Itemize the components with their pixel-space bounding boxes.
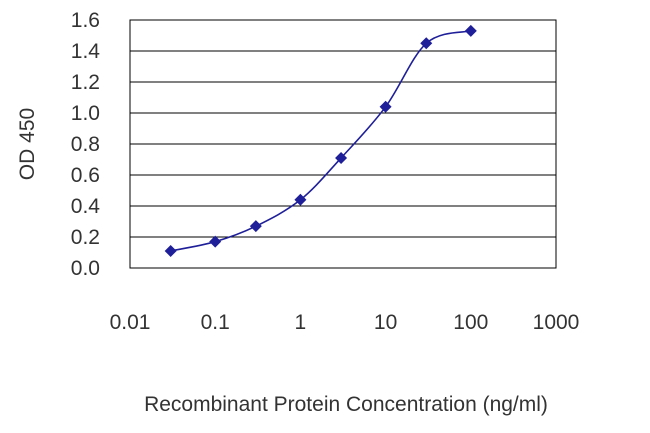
data-point-marker — [335, 151, 348, 164]
data-point-marker — [294, 193, 307, 206]
y-axis-title: OD 450 — [16, 108, 39, 180]
data-point-marker — [379, 100, 392, 113]
y-tick-label: 0.4 — [71, 195, 101, 218]
x-axis-title: Recombinant Protein Concentration (ng/ml… — [144, 393, 548, 416]
data-point-marker — [420, 37, 433, 50]
x-tick-label: 1 — [295, 311, 307, 334]
data-point-marker — [249, 220, 262, 233]
x-tick-labels: 0.01 0.1 1 10 100 1000 — [110, 311, 580, 334]
y-tick-label: 0.0 — [71, 257, 100, 280]
series-line — [170, 30, 472, 252]
x-tick-label: 0.01 — [110, 311, 151, 334]
series-layer — [164, 24, 477, 257]
y-tick-label: 0.8 — [71, 133, 100, 156]
x-tick-label: 10 — [374, 311, 397, 334]
x-tick-label: 100 — [453, 311, 488, 334]
y-tick-label: 1.0 — [71, 102, 100, 125]
y-tick-label: 0.6 — [71, 164, 100, 187]
grid-lines — [130, 50, 556, 238]
y-tick-label: 1.2 — [71, 71, 100, 94]
y-tick-labels: 0.0 0.2 0.4 0.6 0.8 1.0 1.2 1.4 1.6 — [71, 9, 101, 280]
y-tick-label: 1.6 — [71, 9, 100, 32]
data-point-marker — [209, 235, 222, 248]
x-tick-label: 0.1 — [201, 311, 230, 334]
data-point-marker — [464, 24, 477, 37]
x-tick-label: 1000 — [533, 311, 580, 334]
y-tick-label: 0.2 — [71, 226, 100, 249]
data-point-marker — [164, 244, 177, 257]
y-tick-label: 1.4 — [71, 40, 101, 63]
